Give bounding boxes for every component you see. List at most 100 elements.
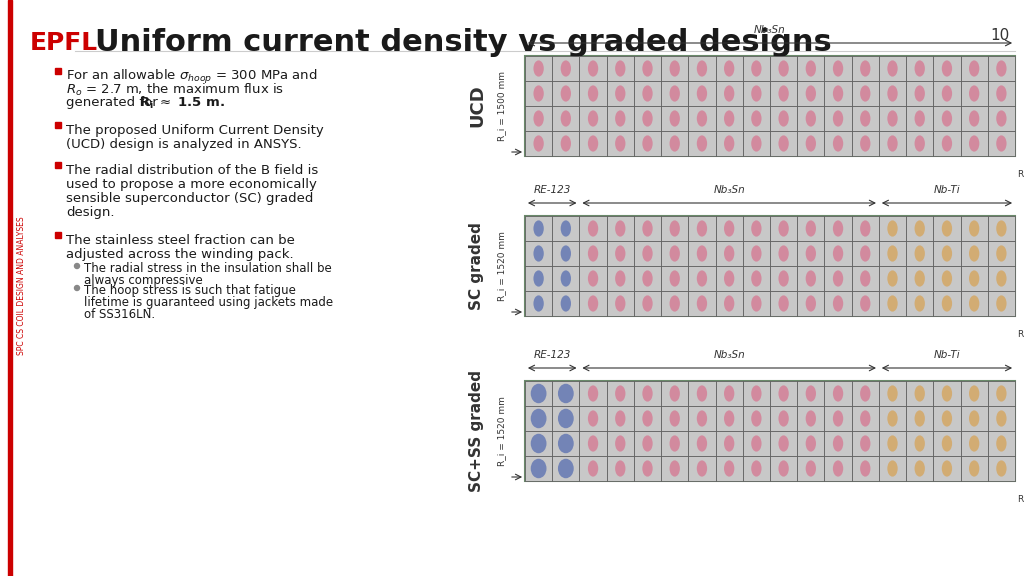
Bar	[933, 241, 961, 266]
Ellipse shape	[969, 85, 979, 101]
Ellipse shape	[724, 270, 734, 287]
Bar	[933, 131, 961, 156]
Ellipse shape	[724, 385, 734, 401]
Bar	[906, 381, 933, 406]
Ellipse shape	[534, 60, 544, 77]
Bar	[988, 431, 1015, 456]
Bar	[852, 216, 879, 241]
Ellipse shape	[969, 410, 979, 427]
Ellipse shape	[588, 270, 598, 287]
Bar	[634, 406, 662, 431]
Bar	[879, 131, 906, 156]
Ellipse shape	[752, 435, 762, 452]
Text: The proposed Uniform Current Density: The proposed Uniform Current Density	[66, 124, 324, 137]
Ellipse shape	[530, 434, 547, 453]
Text: sensible superconductor (SC) graded: sensible superconductor (SC) graded	[66, 192, 313, 205]
Bar	[879, 266, 906, 291]
Bar	[798, 456, 824, 481]
Bar	[688, 381, 716, 406]
Bar	[662, 381, 688, 406]
Ellipse shape	[942, 85, 952, 101]
Bar	[552, 216, 580, 241]
Text: Nb₃Sn: Nb₃Sn	[754, 25, 785, 35]
Ellipse shape	[806, 85, 816, 101]
Bar	[716, 381, 742, 406]
Bar	[688, 266, 716, 291]
Ellipse shape	[588, 111, 598, 127]
Bar	[906, 241, 933, 266]
Bar	[852, 241, 879, 266]
Ellipse shape	[778, 435, 788, 452]
Bar	[742, 56, 770, 81]
Ellipse shape	[696, 410, 708, 427]
Bar	[580, 131, 606, 156]
Bar	[716, 81, 742, 106]
Bar	[961, 406, 988, 431]
Ellipse shape	[969, 221, 979, 237]
Ellipse shape	[806, 60, 816, 77]
Bar	[662, 216, 688, 241]
Bar	[552, 81, 580, 106]
Bar	[906, 291, 933, 316]
Ellipse shape	[942, 385, 952, 401]
Bar	[933, 381, 961, 406]
Bar	[662, 241, 688, 266]
Bar	[525, 456, 552, 481]
Bar	[742, 266, 770, 291]
Text: R_i = 1500 mm: R_i = 1500 mm	[497, 71, 506, 141]
Bar	[879, 216, 906, 241]
Ellipse shape	[996, 60, 1007, 77]
Text: $R_o$ = 2.7 m, the maximum flux is: $R_o$ = 2.7 m, the maximum flux is	[66, 82, 284, 98]
Bar	[688, 241, 716, 266]
Text: adjusted across the winding pack.: adjusted across the winding pack.	[66, 248, 294, 261]
Ellipse shape	[996, 410, 1007, 427]
Bar	[552, 431, 580, 456]
Ellipse shape	[752, 460, 762, 476]
Text: always compressive: always compressive	[84, 274, 203, 287]
Ellipse shape	[534, 245, 544, 262]
Bar	[55, 162, 61, 168]
Bar	[906, 266, 933, 291]
Ellipse shape	[888, 435, 898, 452]
Ellipse shape	[642, 135, 652, 151]
Bar	[525, 56, 552, 81]
Ellipse shape	[558, 384, 573, 403]
Ellipse shape	[642, 270, 652, 287]
Bar	[933, 216, 961, 241]
Bar	[662, 106, 688, 131]
Ellipse shape	[888, 60, 898, 77]
Bar	[988, 131, 1015, 156]
Ellipse shape	[670, 221, 680, 237]
Ellipse shape	[996, 221, 1007, 237]
Bar	[906, 106, 933, 131]
Bar	[606, 406, 634, 431]
Ellipse shape	[942, 460, 952, 476]
Bar	[879, 241, 906, 266]
Ellipse shape	[696, 435, 708, 452]
Bar	[879, 456, 906, 481]
Ellipse shape	[558, 409, 573, 428]
Bar	[770, 216, 798, 241]
Bar	[525, 291, 552, 316]
Ellipse shape	[670, 85, 680, 101]
Bar	[606, 456, 634, 481]
Ellipse shape	[860, 270, 870, 287]
Ellipse shape	[969, 245, 979, 262]
Text: Nb₃Sn: Nb₃Sn	[714, 350, 745, 360]
Bar	[961, 381, 988, 406]
Bar	[852, 106, 879, 131]
Ellipse shape	[561, 245, 571, 262]
Bar	[852, 56, 879, 81]
Bar	[552, 241, 580, 266]
Text: R_o = 2700 mm: R_o = 2700 mm	[1018, 329, 1024, 338]
Ellipse shape	[588, 435, 598, 452]
Bar	[798, 81, 824, 106]
Bar	[879, 406, 906, 431]
Bar	[662, 406, 688, 431]
Bar	[662, 291, 688, 316]
Ellipse shape	[996, 85, 1007, 101]
Ellipse shape	[588, 245, 598, 262]
Ellipse shape	[914, 85, 925, 101]
Bar	[606, 56, 634, 81]
Bar	[662, 266, 688, 291]
